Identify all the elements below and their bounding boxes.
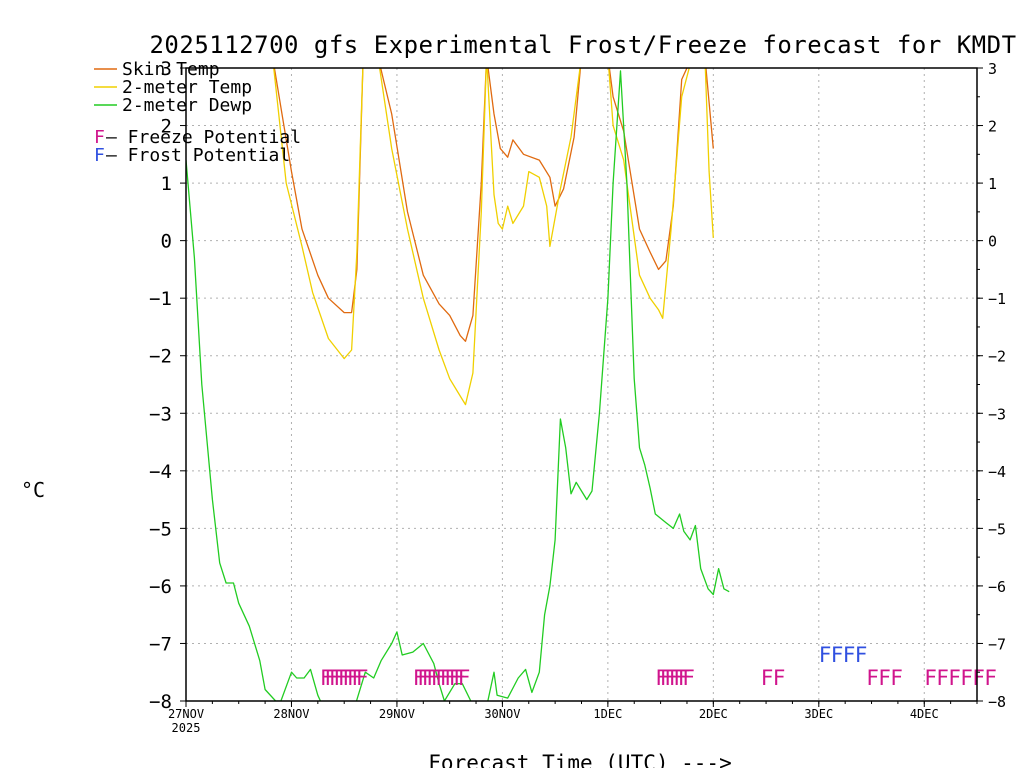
legend-potential-letter: F [94, 145, 105, 166]
x-tick-label: 30NOV [484, 707, 520, 721]
y-tick-label: −3 [149, 403, 172, 425]
x-tick-label: 1DEC [593, 707, 622, 721]
legend-potential-label: – Freeze Potential [106, 127, 301, 148]
y-tick-label: 2 [161, 116, 172, 138]
skin-temp-line [273, 68, 714, 342]
x-tick-label: 3DEC [804, 707, 833, 721]
y-tick-label: −5 [149, 518, 172, 540]
y-tick-label: −4 [149, 461, 172, 483]
y-tick-label: −2 [149, 346, 172, 368]
y-tick-label-right: 3 [988, 60, 997, 78]
y-tick-label-right: −8 [988, 693, 1006, 711]
chart-title: 2025112700 gfs Experimental Frost/Freeze… [149, 31, 1016, 59]
legend-potential-label: – Frost Potential [106, 145, 290, 166]
freeze-potential-text: FFFFFFFFF [320, 666, 369, 690]
y-tick-label: −8 [149, 691, 172, 713]
y-tick-label-right: 0 [988, 233, 997, 251]
x-tick-label: 2DEC [699, 707, 728, 721]
y-axis-label: °C [21, 478, 45, 502]
y-tick-label: −7 [149, 633, 172, 655]
frost-potential-text: FFFF [819, 643, 868, 667]
2-meter-temp-line [273, 68, 714, 406]
y-tick-label-right: 1 [988, 175, 997, 193]
y-tick-label-right: −5 [988, 520, 1006, 538]
y-tick-label-right: −6 [988, 578, 1006, 596]
legend-label: Skin Temp [122, 59, 220, 80]
x-tick-label: 27NOV [168, 707, 204, 721]
x-tick-label: 29NOV [379, 707, 415, 721]
x-tick-label: 4DEC [910, 707, 939, 721]
legend-label: 2-meter Dewp [122, 95, 252, 116]
series-group [186, 68, 730, 701]
y-tick-label-right: −3 [988, 405, 1006, 423]
y-tick-label: −1 [149, 288, 172, 310]
freeze-potential-text: FFFFFFFFFFF [413, 666, 471, 690]
freeze-potential-text: FFF [866, 666, 903, 690]
plot-frame [185, 67, 978, 702]
freeze-marker-group: FFF [866, 666, 903, 690]
freeze-potential-text: FF [761, 666, 786, 690]
freeze-marker-group: FFFFFFF [655, 666, 695, 690]
legend-potential-letter: F [94, 127, 105, 148]
y-tick-label: 3 [161, 58, 172, 80]
x-tick-sublabel: 2025 [172, 721, 201, 735]
x-tick-label: 28NOV [273, 707, 309, 721]
y-tick-label: 1 [161, 173, 172, 195]
y-axis: 3 3 2 2 1 1 0 0 −1 −1 −2 −2 −3 −3 −4 −4 −5 −5 −6 −6 −7 −7 −8 −8 [149, 58, 1006, 713]
freeze-marker-group: FFFFFFFFFFF [413, 666, 471, 690]
frost-marker-group: FFFF [819, 643, 868, 667]
x-axis-label: Forecast Time (UTC) ---> [428, 751, 731, 768]
freeze-potential-text: FFFFFF [924, 666, 997, 690]
freeze-marker-group: FFFFFF [924, 666, 997, 690]
2-meter-dewp-line [186, 70, 730, 701]
y-tick-label-right: −4 [988, 463, 1006, 481]
y-tick-label: −6 [149, 576, 172, 598]
y-tick-label-right: 2 [988, 118, 997, 136]
potential-markers: FFFFFFFFF FFFFFFFFFFF FFFFFFF FFFFFFFFF FFFF… [320, 643, 997, 690]
grid-lines [186, 68, 977, 701]
y-tick-label-right: −7 [988, 635, 1006, 653]
freeze-potential-text: FFFFFFF [655, 666, 695, 690]
freeze-marker-group: FFFFFFFFF [320, 666, 369, 690]
y-tick-label-right: −2 [988, 348, 1006, 366]
y-tick-label: 0 [161, 231, 172, 253]
legend-label: 2-meter Temp [122, 77, 252, 98]
y-tick-label-right: −1 [988, 290, 1006, 308]
freeze-marker-group: FF [761, 666, 786, 690]
